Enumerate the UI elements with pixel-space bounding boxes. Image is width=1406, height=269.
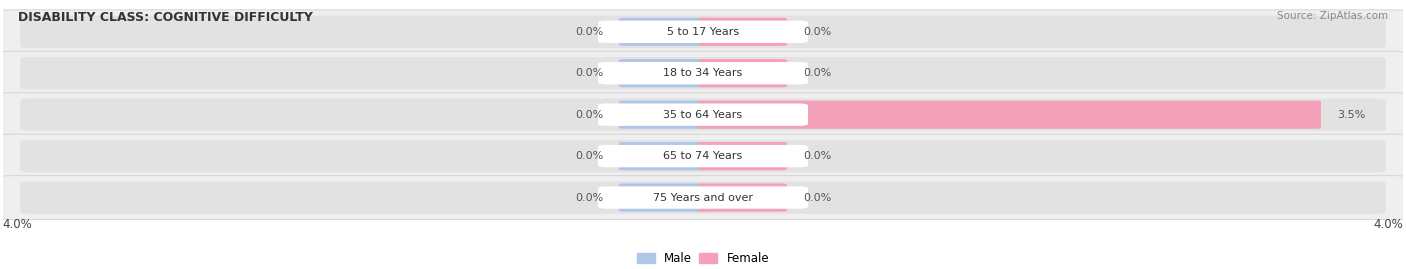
FancyBboxPatch shape <box>0 93 1406 137</box>
Text: 65 to 74 Years: 65 to 74 Years <box>664 151 742 161</box>
Text: 0.0%: 0.0% <box>803 27 831 37</box>
FancyBboxPatch shape <box>697 18 787 46</box>
Text: 0.0%: 0.0% <box>803 193 831 203</box>
FancyBboxPatch shape <box>20 98 1386 131</box>
Text: 3.5%: 3.5% <box>1337 110 1365 120</box>
FancyBboxPatch shape <box>20 16 1386 48</box>
FancyBboxPatch shape <box>619 142 709 170</box>
Text: 0.0%: 0.0% <box>803 68 831 78</box>
Text: 35 to 64 Years: 35 to 64 Years <box>664 110 742 120</box>
Text: 5 to 17 Years: 5 to 17 Years <box>666 27 740 37</box>
Text: 4.0%: 4.0% <box>3 218 32 231</box>
FancyBboxPatch shape <box>697 142 787 170</box>
FancyBboxPatch shape <box>20 140 1386 172</box>
Text: 75 Years and over: 75 Years and over <box>652 193 754 203</box>
FancyBboxPatch shape <box>0 134 1406 178</box>
FancyBboxPatch shape <box>20 57 1386 89</box>
FancyBboxPatch shape <box>697 101 1322 129</box>
FancyBboxPatch shape <box>619 59 709 87</box>
FancyBboxPatch shape <box>619 18 709 46</box>
FancyBboxPatch shape <box>619 183 709 212</box>
Legend: Male, Female: Male, Female <box>633 247 773 269</box>
FancyBboxPatch shape <box>598 21 808 43</box>
Text: DISABILITY CLASS: COGNITIVE DIFFICULTY: DISABILITY CLASS: COGNITIVE DIFFICULTY <box>18 11 314 24</box>
FancyBboxPatch shape <box>598 145 808 167</box>
Text: Source: ZipAtlas.com: Source: ZipAtlas.com <box>1277 11 1388 21</box>
Text: 0.0%: 0.0% <box>575 193 603 203</box>
FancyBboxPatch shape <box>0 51 1406 95</box>
Text: 0.0%: 0.0% <box>575 110 603 120</box>
Text: 4.0%: 4.0% <box>1374 218 1403 231</box>
Text: 0.0%: 0.0% <box>575 27 603 37</box>
Text: 0.0%: 0.0% <box>803 151 831 161</box>
FancyBboxPatch shape <box>20 181 1386 214</box>
FancyBboxPatch shape <box>697 59 787 87</box>
FancyBboxPatch shape <box>619 101 709 129</box>
FancyBboxPatch shape <box>598 104 808 126</box>
Text: 0.0%: 0.0% <box>575 68 603 78</box>
FancyBboxPatch shape <box>598 186 808 209</box>
Text: 0.0%: 0.0% <box>575 151 603 161</box>
Text: 18 to 34 Years: 18 to 34 Years <box>664 68 742 78</box>
FancyBboxPatch shape <box>0 10 1406 54</box>
FancyBboxPatch shape <box>697 183 787 212</box>
FancyBboxPatch shape <box>598 62 808 84</box>
FancyBboxPatch shape <box>0 176 1406 220</box>
